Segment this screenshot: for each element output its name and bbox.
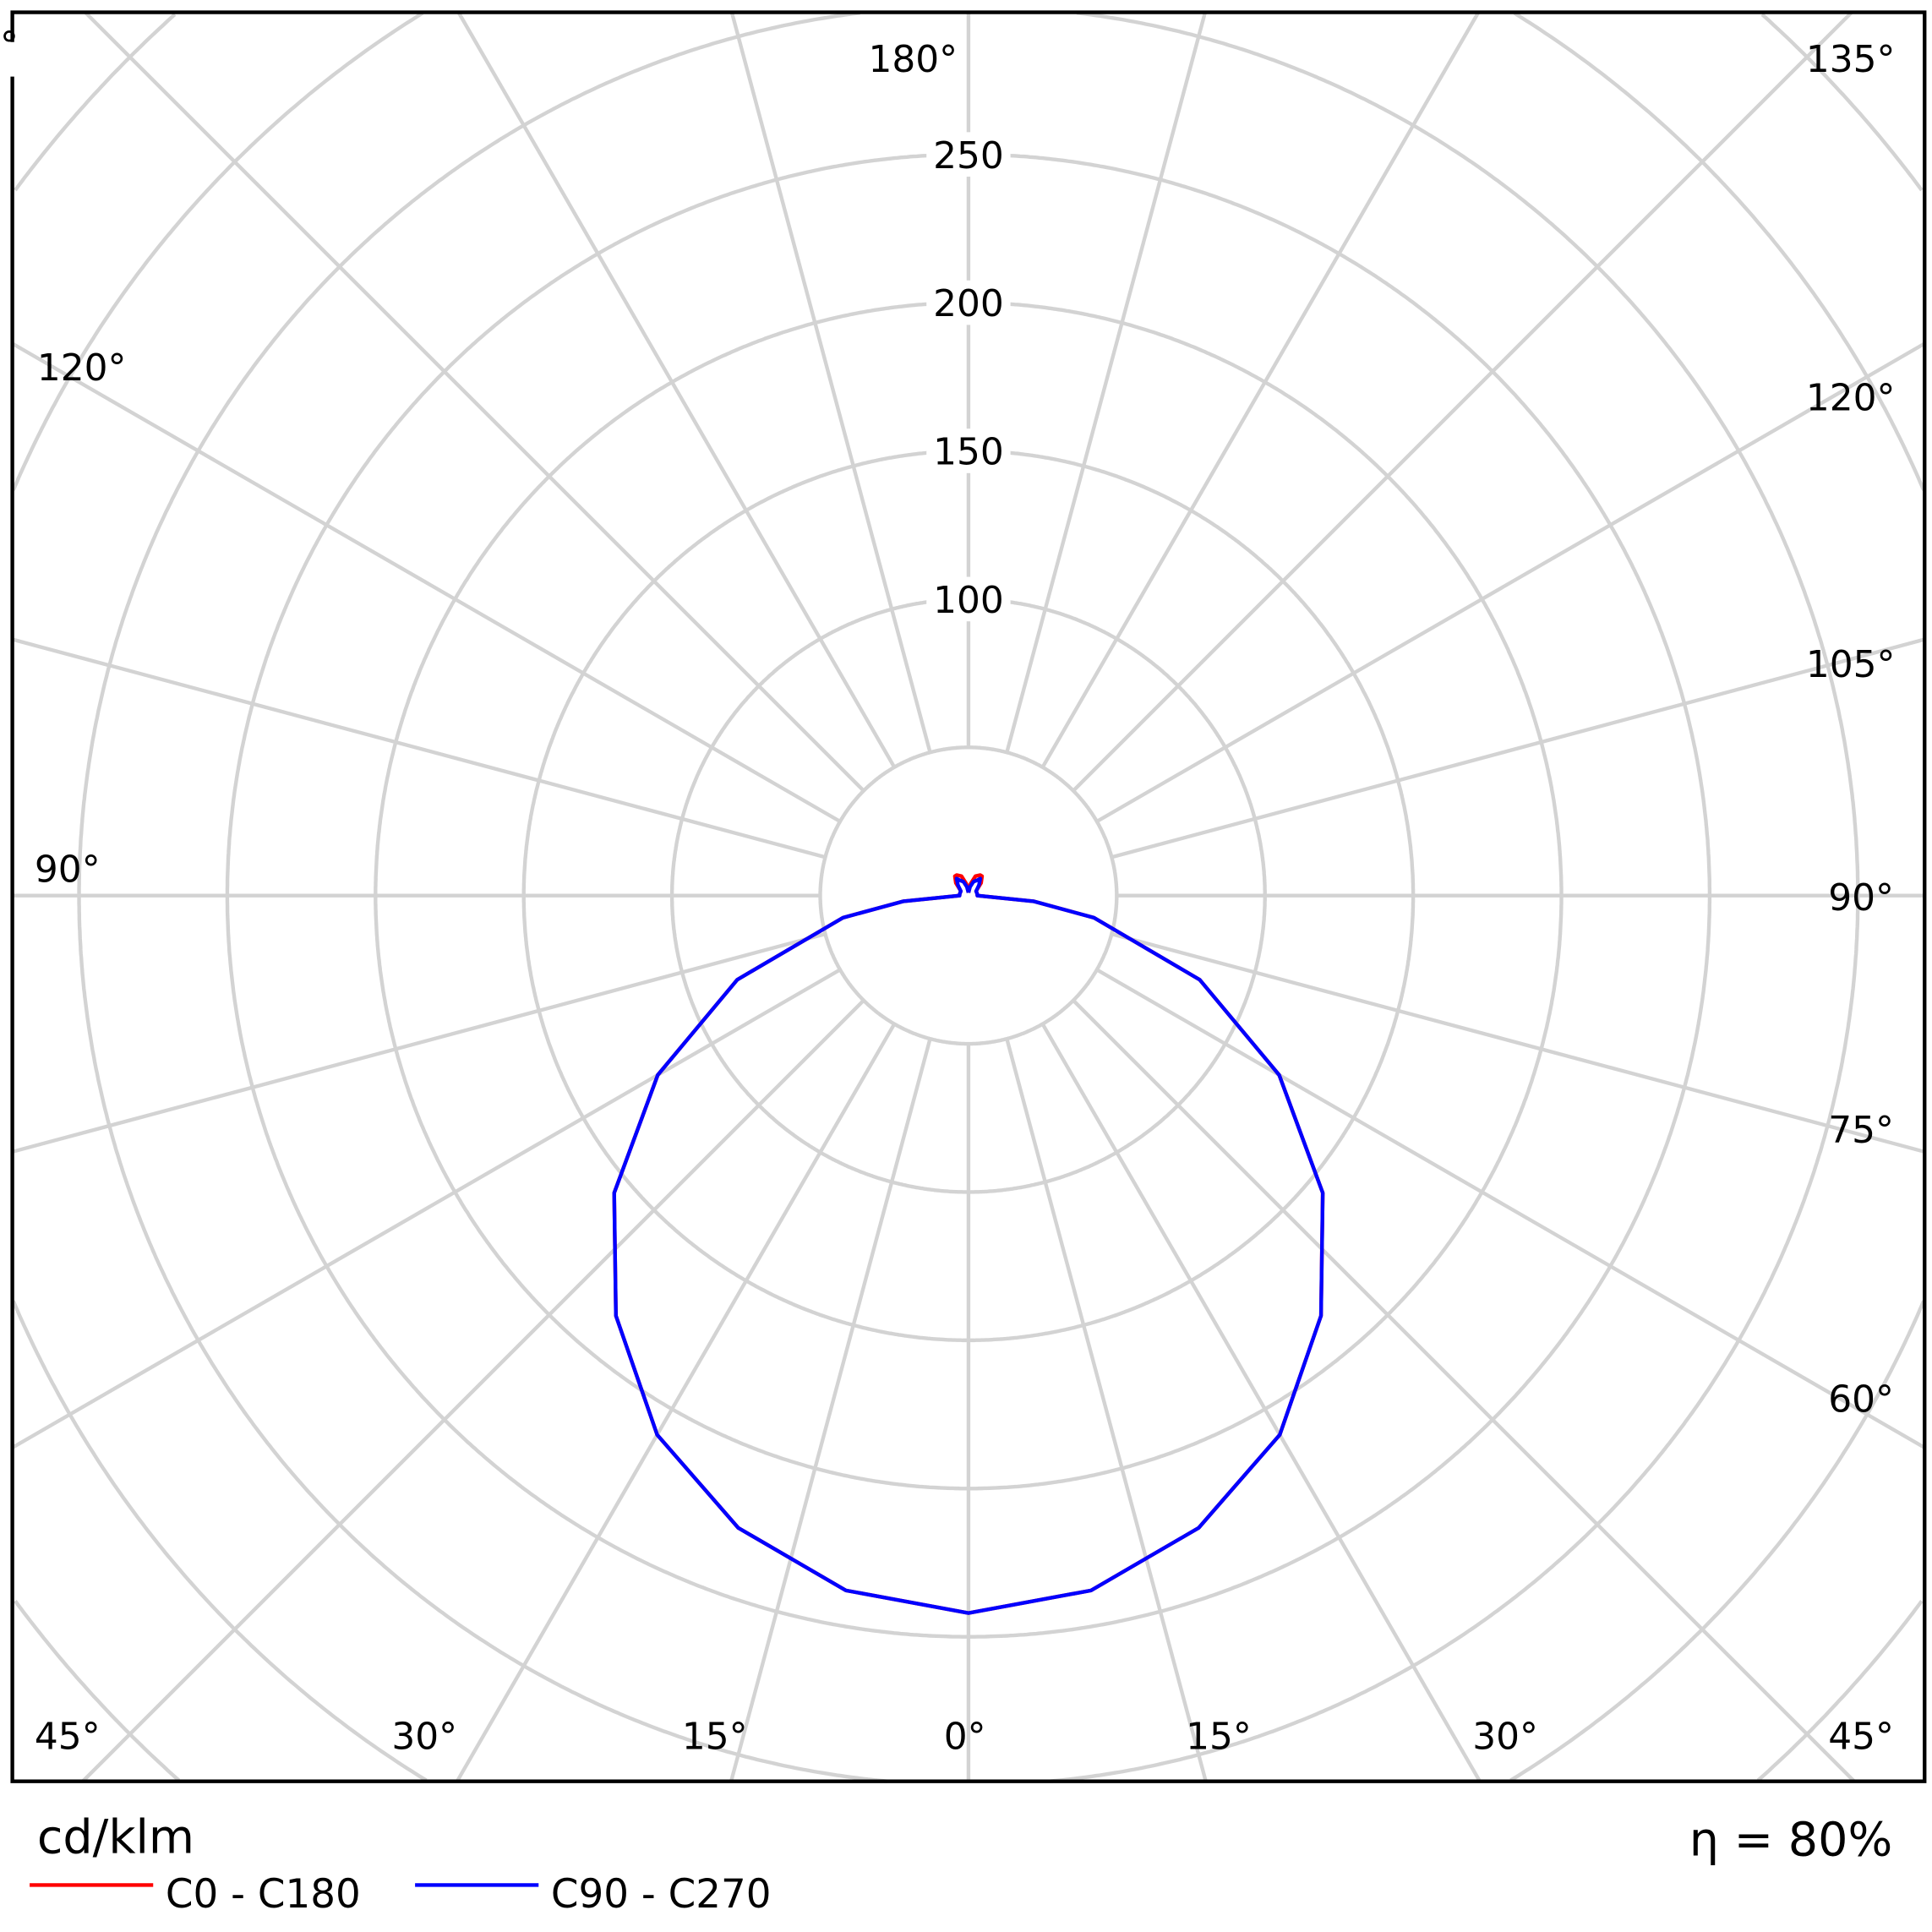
angle-label: 75°	[1828, 1109, 1894, 1152]
angle-label: 90°	[1828, 876, 1894, 920]
grid-spoke	[1005, 12, 1208, 753]
grid-spoke	[11, 341, 842, 823]
grid-spoke	[1072, 999, 1856, 1783]
grid-spoke	[456, 11, 897, 768]
radial-tick-label: 250	[933, 134, 1004, 177]
grid-spoke	[1095, 968, 1926, 1449]
angle-label: 135°	[1806, 38, 1896, 81]
curves	[612, 873, 1325, 1615]
series-curve-c90-c270	[612, 876, 1325, 1615]
angle-label: 45°	[35, 1716, 101, 1759]
efficiency-label: η = 80%	[1689, 1812, 1892, 1867]
angle-label: 105°	[1806, 643, 1896, 686]
grid-spoke	[729, 12, 932, 753]
grid-spoke	[11, 968, 842, 1449]
grid-spoke	[81, 999, 865, 1783]
grid-spoke	[1072, 11, 1853, 793]
angle-label: 15°	[682, 1716, 748, 1759]
grid-spoke	[1111, 637, 1925, 860]
grid-spoke	[12, 637, 827, 860]
angle-label: 15°	[1186, 1716, 1252, 1759]
legend-label-c90: C90 - C270	[551, 1872, 772, 1918]
angle-label: 30°	[391, 1716, 457, 1759]
grid-spoke	[455, 1023, 897, 1782]
angle-label: 120°	[37, 347, 127, 390]
polar-grid	[11, 11, 1926, 1783]
angle-label: 60°	[1828, 1378, 1894, 1422]
grid-spoke	[1111, 931, 1925, 1154]
radial-tick-label: 200	[933, 282, 1004, 325]
grid-spoke	[1040, 1023, 1482, 1782]
angle-label: °	[0, 25, 19, 68]
grid-ring	[14, 13, 1924, 1782]
angle-label: 0°	[944, 1716, 986, 1759]
plot-frame	[10, 10, 1927, 1783]
angle-label: 90°	[35, 849, 101, 892]
angle-label: 120°	[1806, 376, 1896, 419]
tick-label-bg	[926, 428, 1011, 473]
grid-spoke	[1095, 341, 1926, 823]
angle-label: 180°	[869, 38, 958, 81]
grid-spoke	[729, 1038, 932, 1782]
grid-spoke	[12, 931, 827, 1154]
unit-label: cd/klm	[37, 1809, 194, 1864]
grid-ring	[11, 11, 1926, 1782]
tick-label-bg	[926, 132, 1011, 177]
angle-label: 45°	[1828, 1716, 1894, 1759]
tick-label-bg	[926, 280, 1011, 325]
radial-tick-label: 150	[933, 431, 1004, 474]
radial-tick-labels: 100 150 200 250	[926, 132, 1011, 622]
grid-ring	[818, 745, 1119, 1046]
legend-label-c0: C0 - C180	[166, 1872, 361, 1918]
angle-label: 30°	[1472, 1716, 1538, 1759]
tick-label-bg	[926, 576, 1011, 622]
grid-ring	[77, 11, 1860, 1783]
grid-spoke	[1040, 11, 1481, 768]
radial-tick-label: 100	[933, 579, 1004, 622]
grid-spoke	[1005, 1038, 1208, 1782]
grid-spoke	[84, 11, 865, 793]
